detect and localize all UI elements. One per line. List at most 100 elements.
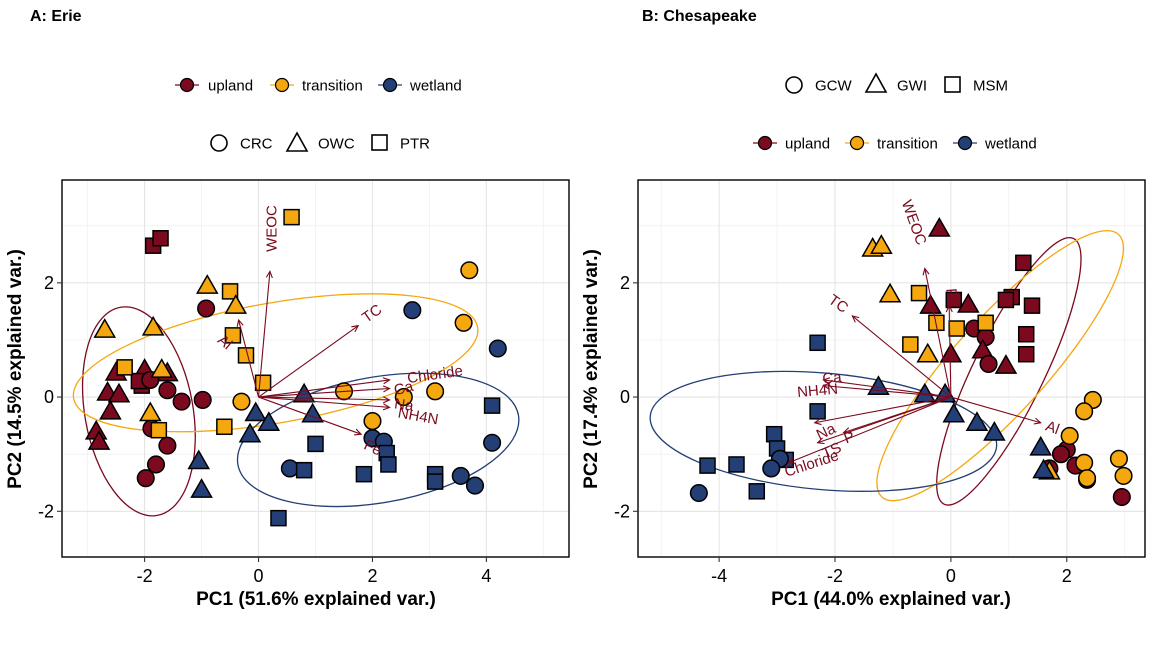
grid-erie <box>62 180 569 557</box>
data-point-transition-circle <box>454 313 473 332</box>
data-point-wetland-circle <box>483 433 502 452</box>
loading-arrow-weoc <box>257 271 271 398</box>
loading-label-weoc: WEOC <box>264 205 281 252</box>
data-point-transition-circle <box>1060 426 1079 445</box>
data-point-wetland-triangle <box>190 478 213 498</box>
data-point-wetland-square <box>483 397 501 414</box>
axis-ticks-chesapeake: -4 -2 0 2 -2 0 2 <box>614 273 1072 586</box>
panel-title-chesapeake: B: Chesapeake <box>642 8 757 25</box>
data-point-wetland-triangle <box>983 420 1006 441</box>
data-point-wetland-square <box>307 435 324 453</box>
legend-key-msm <box>944 76 961 93</box>
data-point-transition-square <box>948 320 965 337</box>
data-point-wetland-circle <box>280 459 299 478</box>
data-point-transition-square <box>116 359 133 376</box>
data-point-wetland-triangle <box>257 411 281 432</box>
loading-arrow-na <box>814 396 951 424</box>
y-axis-title-erie: PC2 (14.5% explained var.) <box>5 249 26 489</box>
data-point-upland-square <box>1017 345 1035 363</box>
loading-arrowhead <box>945 304 953 313</box>
data-point-wetland-triangle <box>1032 458 1055 479</box>
data-point-upland-square <box>1023 297 1041 314</box>
data-point-upland-circle <box>1051 445 1071 464</box>
loading-arrow-ca <box>258 387 390 398</box>
legend-key-transition-b <box>849 135 865 151</box>
data-point-transition-circle <box>1075 402 1094 421</box>
legend-key-gwi <box>864 72 888 93</box>
legend-label-ptr: PTR <box>400 136 430 153</box>
legend-shape-chesapeake: GCW GWI MSM <box>785 72 1008 95</box>
loading-arrowhead <box>787 457 796 464</box>
data-point-transition-triangle <box>139 401 162 422</box>
data-point-wetland-triangle <box>942 402 966 423</box>
data-point-transition-triangle <box>93 318 117 338</box>
legend-label-upland-b: upland <box>785 136 830 153</box>
data-point-wetland-circle <box>762 459 781 478</box>
data-point-upland-circle <box>976 328 995 347</box>
legend-key-upland-b <box>757 135 773 151</box>
data-point-wetland-triangle <box>965 411 989 432</box>
y-tick-label: 2 <box>620 273 630 293</box>
loading-arrowhead <box>922 267 930 276</box>
data-point-upland-circle <box>979 354 998 373</box>
y-tick-label: -2 <box>614 501 630 521</box>
x-tick-label: -2 <box>137 566 153 586</box>
legend-label-upland: upland <box>208 78 253 95</box>
loading-label-ca: Ca <box>392 378 416 400</box>
panel-erie: A: Erie upland transition wetland CRC OW… <box>5 8 570 610</box>
data-point-transition-square <box>221 283 239 300</box>
x-tick-label: -2 <box>827 566 843 586</box>
grid-chesapeake <box>638 180 1145 557</box>
loading-arrowhead <box>816 437 825 445</box>
loading-arrow-nh4n <box>258 396 390 408</box>
y-tick-label: 0 <box>620 387 630 407</box>
x-tick-label: 4 <box>481 566 491 586</box>
legend-fill-erie: upland transition wetland <box>175 78 462 95</box>
data-point-transition-triangle <box>195 274 219 294</box>
loading-arrow-al <box>950 396 1041 424</box>
data-point-upland-circle <box>197 299 216 318</box>
axis-ticks-erie: -2 0 2 4 -2 0 2 <box>38 273 491 586</box>
loading-label-fe: Fe <box>361 437 384 460</box>
loading-arrow-tc <box>258 325 359 398</box>
data-point-upland-square <box>945 291 963 309</box>
data-point-upland-circle <box>172 392 191 411</box>
loading-label-al: Al <box>1043 418 1061 439</box>
legend-key-crc <box>210 134 228 152</box>
plot-background-chesapeake <box>638 180 1145 557</box>
loading-arrow-fe <box>948 305 952 398</box>
data-point-wetland-square <box>765 425 783 443</box>
x-tick-label: 2 <box>1062 566 1072 586</box>
loading-arrowhead <box>1033 417 1042 425</box>
loading-arrowhead <box>382 396 391 404</box>
legend-fill-chesapeake: upland transition wetland <box>753 136 1037 153</box>
data-point-transition-triangle <box>150 358 173 378</box>
legend-label-wetland: wetland <box>409 78 462 95</box>
data-point-wetland-square <box>380 456 397 473</box>
x-tick-label: -4 <box>711 566 727 586</box>
loading-arrow-al <box>238 319 260 398</box>
data-point-wetland-square <box>728 456 745 473</box>
data-point-transition-triangle <box>141 315 165 336</box>
legend-key-upland <box>179 77 195 93</box>
data-point-wetland-circle <box>488 339 507 358</box>
loading-arrowhead <box>354 428 363 436</box>
plot-area-chesapeake: WEOCFeTCCaNH4NNaTSPChlorideAl-4-202-202 <box>614 179 1146 586</box>
y-tick-label: 2 <box>44 273 54 293</box>
data-point-wetland-square <box>699 457 716 474</box>
data-point-transition-square <box>910 284 928 302</box>
data-point-wetland-square <box>355 465 373 483</box>
data-point-wetland-triangle <box>301 402 324 423</box>
data-point-transition-triangle <box>224 294 248 314</box>
data-point-transition-square <box>216 418 233 436</box>
legend-label-transition: transition <box>302 78 363 95</box>
data-point-wetland-square <box>295 461 313 479</box>
data-point-transition-square <box>928 314 945 332</box>
data-point-transition-circle <box>1075 453 1094 472</box>
loading-arrowhead <box>351 324 360 333</box>
legend-label-owc: OWC <box>318 136 355 153</box>
data-point-transition-square <box>902 336 919 353</box>
